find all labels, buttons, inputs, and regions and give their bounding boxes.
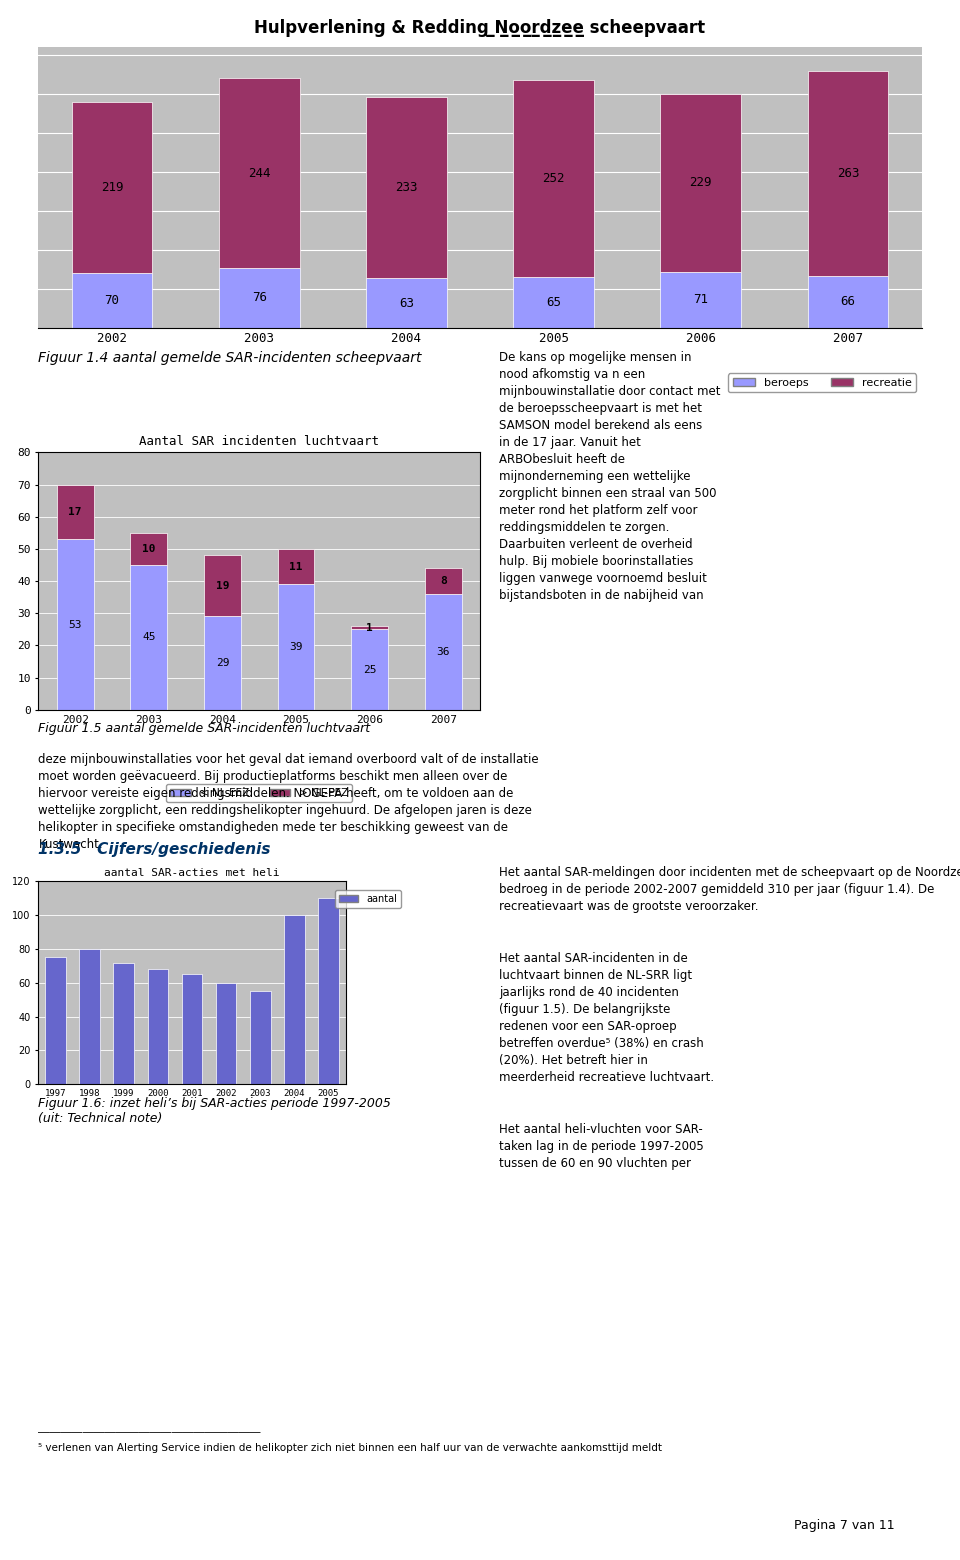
Text: 36: 36 — [437, 647, 450, 657]
Text: 233: 233 — [396, 181, 418, 193]
Bar — [807, 276, 888, 328]
Text: De kans op mogelijke mensen in
nood afkomstig va n een
mijnbouwinstallatie door : De kans op mogelijke mensen in nood afko… — [499, 351, 721, 602]
Text: 29: 29 — [216, 658, 229, 668]
Bar — [80, 948, 100, 1084]
Bar — [181, 975, 203, 1084]
Text: Pagina 7 van 11: Pagina 7 van 11 — [795, 1519, 895, 1532]
Text: 10: 10 — [142, 544, 156, 554]
Bar — [660, 94, 741, 271]
Text: 65: 65 — [546, 296, 561, 309]
Bar — [204, 555, 241, 616]
Text: Het aantal SAR-incidenten in de
luchtvaart binnen de NL-SRR ligt
jaarlijks rond : Het aantal SAR-incidenten in de luchtvaa… — [499, 952, 714, 1084]
Bar — [57, 540, 93, 710]
Bar — [277, 549, 314, 585]
Bar — [45, 958, 65, 1084]
Bar — [219, 78, 300, 268]
Bar — [72, 103, 153, 273]
Bar — [424, 568, 462, 594]
Bar — [204, 616, 241, 710]
Text: 263: 263 — [837, 167, 859, 179]
Bar — [72, 273, 153, 328]
Bar — [131, 534, 167, 565]
Text: 76: 76 — [252, 292, 267, 304]
Title: Hulpverlening & Redding ̲N̲o̲o̲r̲d̲z̲e̲e̲ scheepvaart: Hulpverlening & Redding ̲N̲o̲o̲r̲d̲z̲e̲e… — [254, 19, 706, 37]
Legend: beroeps, recreatie: beroeps, recreatie — [729, 373, 916, 392]
Text: Figuur 1.5 aantal gemelde SAR-incidenten luchtvaart: Figuur 1.5 aantal gemelde SAR-incidenten… — [38, 722, 371, 735]
Bar — [351, 626, 388, 629]
Bar — [148, 969, 168, 1084]
Text: 244: 244 — [248, 167, 271, 179]
Bar — [513, 80, 594, 276]
Title: Aantal SAR incidenten luchtvaart: Aantal SAR incidenten luchtvaart — [139, 435, 379, 448]
Bar — [250, 991, 271, 1084]
Legend: aantal: aantal — [335, 891, 401, 908]
Bar — [424, 594, 462, 710]
Text: 45: 45 — [142, 632, 156, 643]
Text: 1: 1 — [366, 622, 373, 633]
Bar — [277, 585, 314, 710]
Text: 219: 219 — [101, 181, 123, 193]
Bar — [113, 963, 134, 1084]
Text: 229: 229 — [689, 176, 712, 189]
Bar — [131, 565, 167, 710]
Title: aantal SAR-acties met heli: aantal SAR-acties met heli — [105, 867, 279, 878]
Text: 71: 71 — [693, 293, 708, 306]
Text: 66: 66 — [841, 295, 855, 309]
Text: 1.3.5   Cijfers/geschiedenis: 1.3.5 Cijfers/geschiedenis — [38, 842, 271, 858]
Text: Figuur 1.6: inzet heli’s bij SAR-acties periode 1997-2005
(uit: Technical note): Figuur 1.6: inzet heli’s bij SAR-acties … — [38, 1097, 392, 1125]
Bar — [219, 268, 300, 328]
Text: Figuur 1.4 aantal gemelde SAR-incidenten scheepvaart: Figuur 1.4 aantal gemelde SAR-incidenten… — [38, 351, 421, 365]
Text: 70: 70 — [105, 293, 119, 307]
Text: 11: 11 — [289, 562, 302, 571]
Text: ⁵ verlenen van Alerting Service indien de helikopter zich niet binnen een half u: ⁵ verlenen van Alerting Service indien d… — [38, 1443, 662, 1452]
Bar — [366, 97, 446, 278]
Text: Het aantal heli-vluchten voor SAR-
taken lag in de periode 1997-2005
tussen de 6: Het aantal heli-vluchten voor SAR- taken… — [499, 1123, 704, 1170]
Bar — [660, 271, 741, 328]
Text: 252: 252 — [542, 172, 564, 186]
Text: 8: 8 — [440, 576, 446, 587]
Text: 63: 63 — [399, 296, 414, 309]
Bar — [57, 485, 93, 540]
Bar — [216, 983, 236, 1084]
Text: 53: 53 — [68, 619, 82, 630]
Text: Het aantal SAR-meldingen door incidenten met de scheepvaart op de Noordzee
bedro: Het aantal SAR-meldingen door incidenten… — [499, 866, 960, 913]
Legend: < NL-EEZ, > NL-EEZ: < NL-EEZ, > NL-EEZ — [166, 785, 352, 802]
Text: deze mijnbouwinstallaties voor het geval dat iemand overboord valt of de install: deze mijnbouwinstallaties voor het geval… — [38, 753, 539, 852]
Bar — [284, 916, 304, 1084]
Text: 17: 17 — [68, 507, 82, 516]
Bar — [351, 629, 388, 710]
Bar — [319, 899, 339, 1084]
Bar — [513, 276, 594, 328]
Text: ――――――――――――――――――――: ―――――――――――――――――――― — [38, 1427, 261, 1437]
Text: 25: 25 — [363, 665, 376, 674]
Text: 39: 39 — [289, 643, 302, 652]
Bar — [807, 70, 888, 276]
Bar — [366, 278, 446, 328]
Text: 19: 19 — [216, 580, 229, 591]
